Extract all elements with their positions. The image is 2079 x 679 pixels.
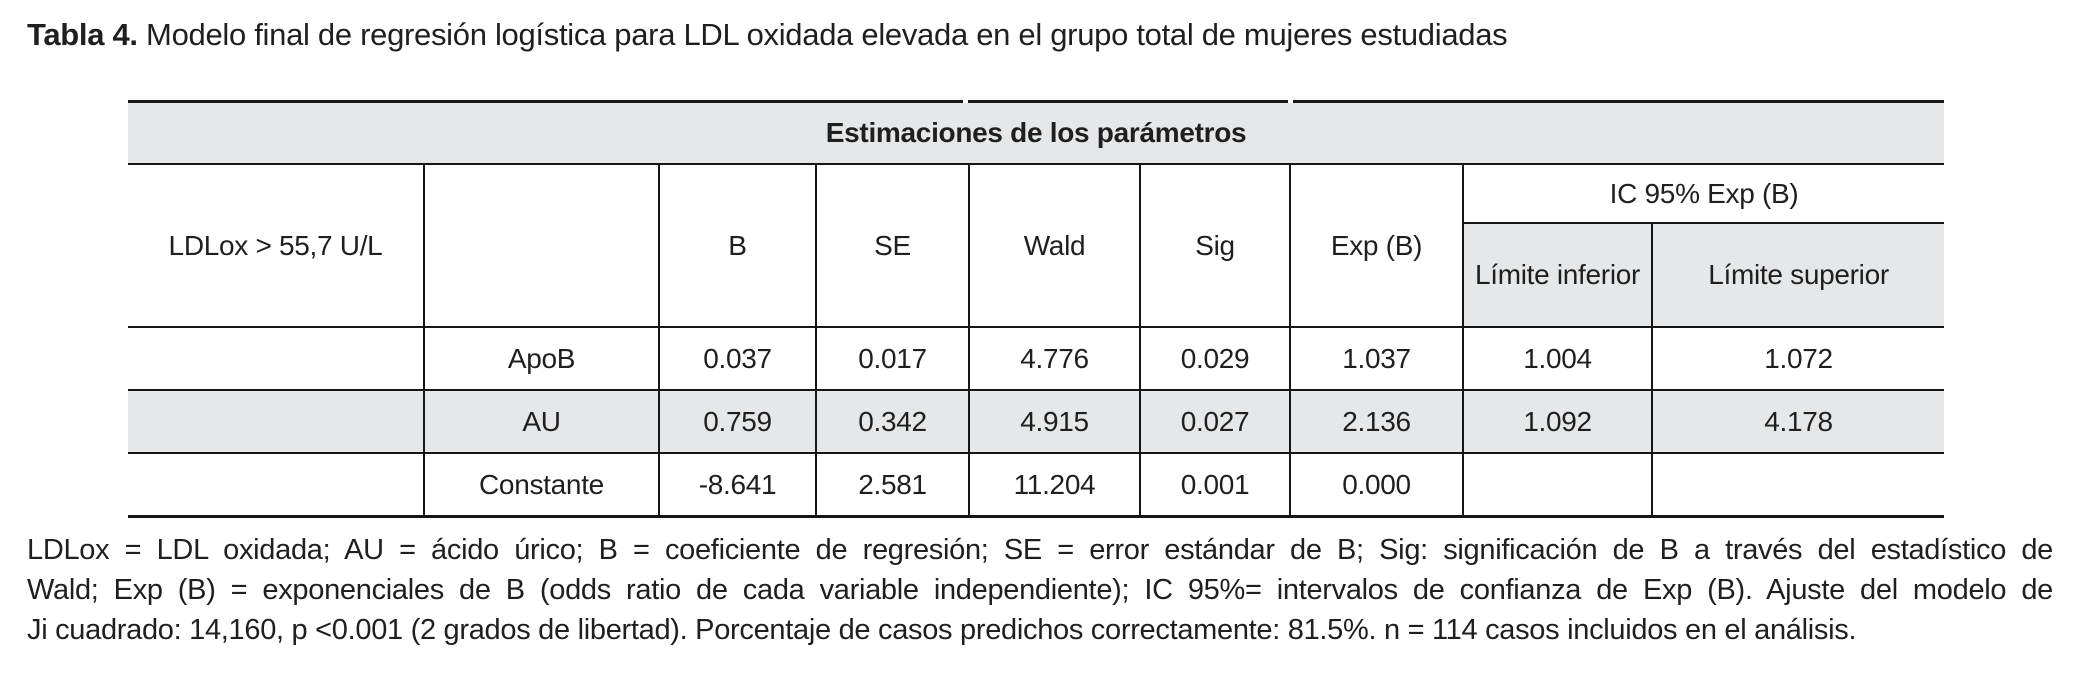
- wald-value-cell: 11.204: [968, 452, 1140, 517]
- b-value-cell: 0.037: [658, 326, 816, 390]
- sig-value-cell: 0.029: [1139, 326, 1290, 390]
- row-label-cell: [128, 452, 424, 517]
- ic-lower-value-cell: 1.092: [1462, 389, 1652, 453]
- ic-subheader-row: Límite inferior Límite superior: [128, 223, 1945, 327]
- column-header-row: LDLox > 55,7 U/L B SE Wald Sig Exp (B) I…: [128, 164, 1945, 327]
- se-value-cell: 0.342: [815, 389, 969, 453]
- col-header-sig: Sig: [1139, 164, 1290, 327]
- table-row-au: AU 0.759 0.342 4.915 0.027 2.136 1.092 4…: [128, 389, 1945, 453]
- sig-value-cell: 0.027: [1139, 389, 1290, 453]
- band-header-row: Estimaciones de los parámetros: [128, 101, 1945, 165]
- top-rule-notch: [963, 100, 968, 103]
- row-label-cell: [128, 326, 424, 390]
- col-header-b: B: [658, 164, 816, 327]
- ic-group-header-cell: IC 95% Exp (B): [1461, 164, 1945, 224]
- row-label-header-cell: LDLox > 55,7 U/L: [168, 229, 383, 261]
- se-value-cell: 2.581: [815, 452, 969, 517]
- variable-name-cell: AU: [423, 389, 659, 453]
- expb-value-cell: 1.037: [1289, 326, 1463, 390]
- table-row-constante: Constante -8.641 2.581 11.204 0.001 0.00…: [128, 452, 1945, 517]
- expb-value-cell: 0.000: [1289, 452, 1463, 517]
- se-value-cell: 0.017: [815, 326, 969, 390]
- variable-name-cell: ApoB: [423, 326, 659, 390]
- expb-value-cell: 2.136: [1289, 389, 1463, 453]
- col-header-wald: Wald: [968, 164, 1140, 327]
- table-title-number: Tabla 4.: [27, 17, 138, 52]
- footnote-line-3: Ji cuadrado: 14,160, p <0.001 (2 grados …: [27, 614, 1857, 646]
- col-header-se: SE: [815, 164, 969, 327]
- regression-table-wrapper: Estimaciones de los parámetros LDLox > 5…: [128, 100, 1945, 518]
- sig-value-cell: 0.001: [1139, 452, 1290, 517]
- wald-value-cell: 4.915: [968, 389, 1140, 453]
- row-label-cell: [128, 389, 424, 453]
- wald-value-cell: 4.776: [968, 326, 1140, 390]
- table-row-apob: ApoB 0.037 0.017 4.776 0.029 1.037 1.004…: [128, 326, 1945, 390]
- band-header-cell: Estimaciones de los parámetros: [128, 101, 1945, 165]
- ic-lower-value-cell: [1462, 452, 1652, 517]
- table-footnote: LDLox = LDL oxidada; AU = ácido úrico; B…: [27, 530, 2053, 650]
- ic-upper-value-cell: 1.072: [1650, 326, 1945, 390]
- variable-name-cell: Constante: [423, 452, 659, 517]
- col-header-expb: Exp (B): [1289, 164, 1463, 327]
- ic-upper-value-cell: 4.178: [1650, 389, 1945, 453]
- ic-lower-header-cell: Límite inferior: [1462, 223, 1652, 327]
- regression-table: Estimaciones de los parámetros LDLox > 5…: [128, 100, 1945, 518]
- variable-header-cell-empty: [423, 164, 659, 327]
- ic-upper-header-cell: Límite superior: [1650, 223, 1945, 327]
- ic-lower-value-cell: 1.004: [1462, 326, 1652, 390]
- table-title: Tabla 4. Modelo final de regresión logís…: [27, 16, 1508, 54]
- b-value-cell: -8.641: [658, 452, 816, 517]
- table-title-text: Modelo final de regresión logística para…: [137, 17, 1508, 52]
- b-value-cell: 0.759: [658, 389, 816, 453]
- footnote-line-1: LDLox = LDL oxidada; AU = ácido úrico; B…: [27, 534, 2053, 566]
- top-rule-notch: [1288, 100, 1293, 103]
- ic-upper-value-cell: [1650, 452, 1945, 517]
- footnote-line-2: Wald; Exp (B) = exponenciales de B (odds…: [27, 574, 2053, 606]
